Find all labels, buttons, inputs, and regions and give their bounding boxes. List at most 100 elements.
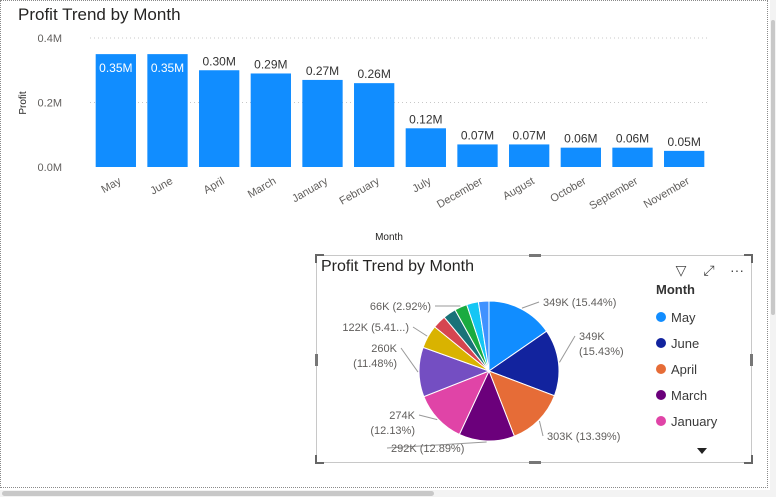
x-tick-label: February [338, 175, 383, 208]
bar [147, 54, 188, 167]
y-tick-label: 0.4M [38, 33, 62, 45]
resize-handle-right[interactable] [750, 354, 753, 366]
bar-data-label: 0.35M [99, 61, 132, 75]
bar-data-label: 0.27M [306, 64, 339, 78]
bar [664, 150, 705, 167]
legend-label: April [671, 361, 698, 377]
legend-scroll-down-icon[interactable] [697, 448, 707, 454]
pie-slice [488, 300, 548, 372]
pie-leader-line [538, 420, 544, 437]
bar [250, 73, 291, 167]
pie-leader-line [412, 326, 428, 337]
bar [560, 147, 601, 167]
legend-dot [656, 312, 666, 322]
x-tick-label: December [435, 175, 485, 211]
bar [509, 144, 550, 167]
resize-corner-top-left[interactable] [315, 254, 324, 263]
horizontal-scroll-thumb[interactable] [2, 491, 434, 496]
legend-item-january[interactable]: January [656, 408, 717, 434]
legend-label: June [671, 335, 700, 351]
x-axis-label: Month [375, 232, 403, 243]
x-tick-label: September [587, 175, 640, 212]
pie-data-label: (12.13%) [370, 425, 415, 437]
x-tick-label: January [290, 175, 330, 205]
bar-data-label: 0.05M [667, 135, 700, 149]
resize-handle-top[interactable] [529, 254, 541, 257]
pie-chart-svg: 349K (15.44%) 349K (15.43%) 303K (13.39%) 29… [342, 297, 624, 455]
bar [199, 70, 240, 167]
pie-leader-line [559, 335, 576, 363]
vertical-scroll-thumb[interactable] [771, 20, 775, 315]
legend-item-may[interactable]: May [656, 304, 717, 330]
bar [354, 83, 395, 167]
pie-data-label: 66K (2.92%) [370, 301, 431, 313]
legend-dot [656, 390, 666, 400]
x-tick-label: July [410, 175, 433, 195]
pie-leader-line [521, 301, 540, 309]
pie-slice [487, 330, 560, 397]
pie-chart-visual[interactable]: Profit Trend by Month ▽ ⤢ ··· 349K (15.4… [315, 254, 753, 464]
legend-item-april[interactable]: April [656, 356, 717, 382]
legend-label: January [671, 413, 718, 429]
pie-slice [488, 370, 556, 437]
y-tick-label: 0.0M [38, 162, 62, 174]
bar [405, 128, 446, 167]
legend-item-march[interactable]: March [656, 382, 717, 408]
pie-legend: Month May June April March January [656, 282, 717, 434]
pie-data-label: 274K [389, 410, 415, 422]
x-tick-label: August [501, 175, 537, 203]
resize-handle-left[interactable] [315, 354, 318, 366]
legend-label: March [671, 387, 708, 403]
horizontal-scrollbar[interactable] [0, 490, 776, 497]
resize-corner-bottom-left[interactable] [315, 455, 324, 464]
pie-chart-title: Profit Trend by Month [321, 258, 474, 275]
bar-data-label: 0.12M [409, 112, 442, 126]
visual-header: ▽ ⤢ ··· [673, 262, 745, 279]
legend-title: Month [656, 282, 695, 297]
bar-chart-svg: 0.0M 0.2M 0.4M Profit Month 0.35M May 0.35M June… [18, 33, 710, 243]
pie-leader-line [418, 414, 438, 421]
x-tick-label: October [548, 175, 588, 205]
focus-mode-icon[interactable]: ⤢ [703, 262, 715, 278]
pie-data-label: (15.43%) [579, 346, 624, 358]
bar-data-label: 0.30M [202, 54, 235, 68]
legend-dot [656, 364, 666, 374]
bar-data-label: 0.07M [461, 128, 494, 142]
vertical-scrollbar[interactable] [770, 0, 776, 497]
bar-data-label: 0.06M [616, 132, 649, 146]
bar [612, 147, 653, 167]
bar-data-label: 0.35M [151, 61, 184, 75]
y-axis-label: Profit [18, 91, 29, 115]
bar-chart-title: Profit Trend by Month [18, 5, 181, 24]
y-tick-label: 0.2M [38, 98, 62, 110]
x-tick-label: November [642, 175, 692, 211]
x-tick-label: May [99, 175, 123, 196]
bar [457, 144, 498, 167]
pie-slice [458, 369, 516, 442]
pie-leader-line [400, 347, 419, 373]
bar [95, 54, 136, 167]
legend-dot [656, 416, 666, 426]
legend-label: May [671, 309, 696, 325]
x-tick-label: April [202, 175, 227, 196]
pie-data-label: 122K (5.41...) [342, 322, 409, 334]
bar-data-label: 0.26M [357, 67, 390, 81]
legend-item-june[interactable]: June [656, 330, 717, 356]
bar-data-label: 0.29M [254, 57, 287, 71]
report-canvas [0, 0, 768, 488]
pie-data-label: 349K (15.44%) [543, 297, 616, 309]
pie-slice [477, 300, 490, 372]
pie-data-label: 260K [371, 343, 397, 355]
bar-data-label: 0.07M [512, 128, 545, 142]
more-options-icon[interactable]: ··· [730, 262, 744, 278]
x-tick-label: March [246, 175, 278, 201]
resize-corner-bottom-right[interactable] [744, 455, 753, 464]
bar-data-label: 0.06M [564, 132, 597, 146]
resize-handle-bottom[interactable] [529, 461, 541, 464]
pie-data-label: 349K [579, 331, 605, 343]
resize-corner-top-right[interactable] [744, 254, 753, 263]
x-tick-label: June [148, 175, 175, 197]
legend-dot [656, 338, 666, 348]
filter-icon[interactable]: ▽ [675, 262, 687, 278]
pie-data-label: 292K (12.89%) [391, 443, 464, 455]
